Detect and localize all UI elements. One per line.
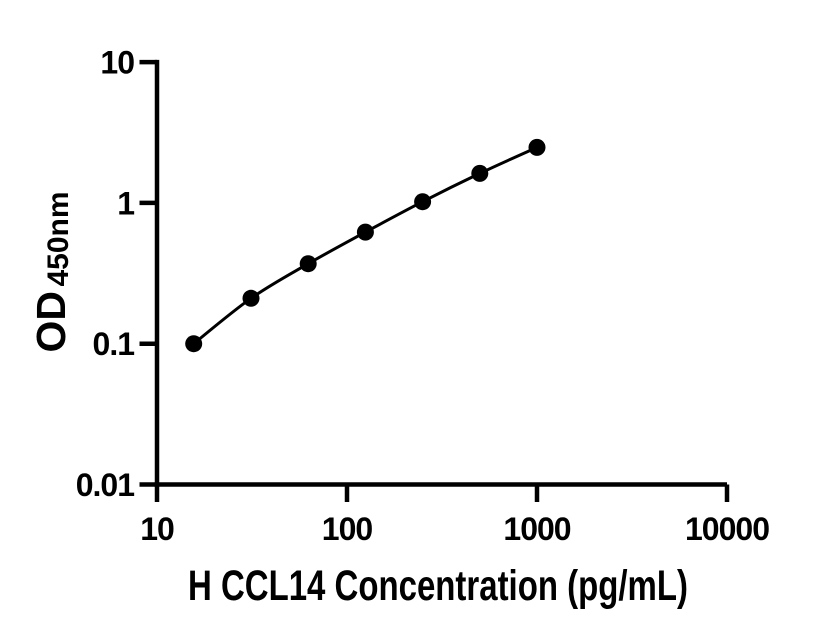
y-tick-label: 1 [117,185,134,221]
x-axis-title: H CCL14 Concentration (pg/mL) [188,562,688,610]
y-axis-title-main: OD [28,291,74,353]
y-tick-label: 0.1 [93,326,135,362]
data-point-6 [471,164,489,182]
x-tick-label: 10 [140,511,174,547]
data-points [185,138,546,353]
x-tick-label: 100 [322,511,373,547]
data-point-3 [299,255,317,273]
y-axis-title: OD 450nm [28,191,75,352]
x-tick-label: 10000 [685,511,769,547]
x-tick-labels: 10 100 1000 10000 [140,511,770,547]
data-point-2 [242,289,260,307]
y-tick-label: 0.01 [76,467,134,503]
data-point-4 [356,223,374,241]
x-axis [154,482,730,502]
data-point-1 [185,335,203,353]
x-tick-label: 1000 [503,511,570,547]
y-tick-label: 10 [100,45,134,81]
y-tick-labels: 0.01 0.1 1 10 [76,45,135,503]
y-axis-title-subscript: 450nm [42,191,75,286]
data-point-7 [528,138,546,156]
y-axis [139,59,160,487]
data-point-5 [414,193,432,211]
